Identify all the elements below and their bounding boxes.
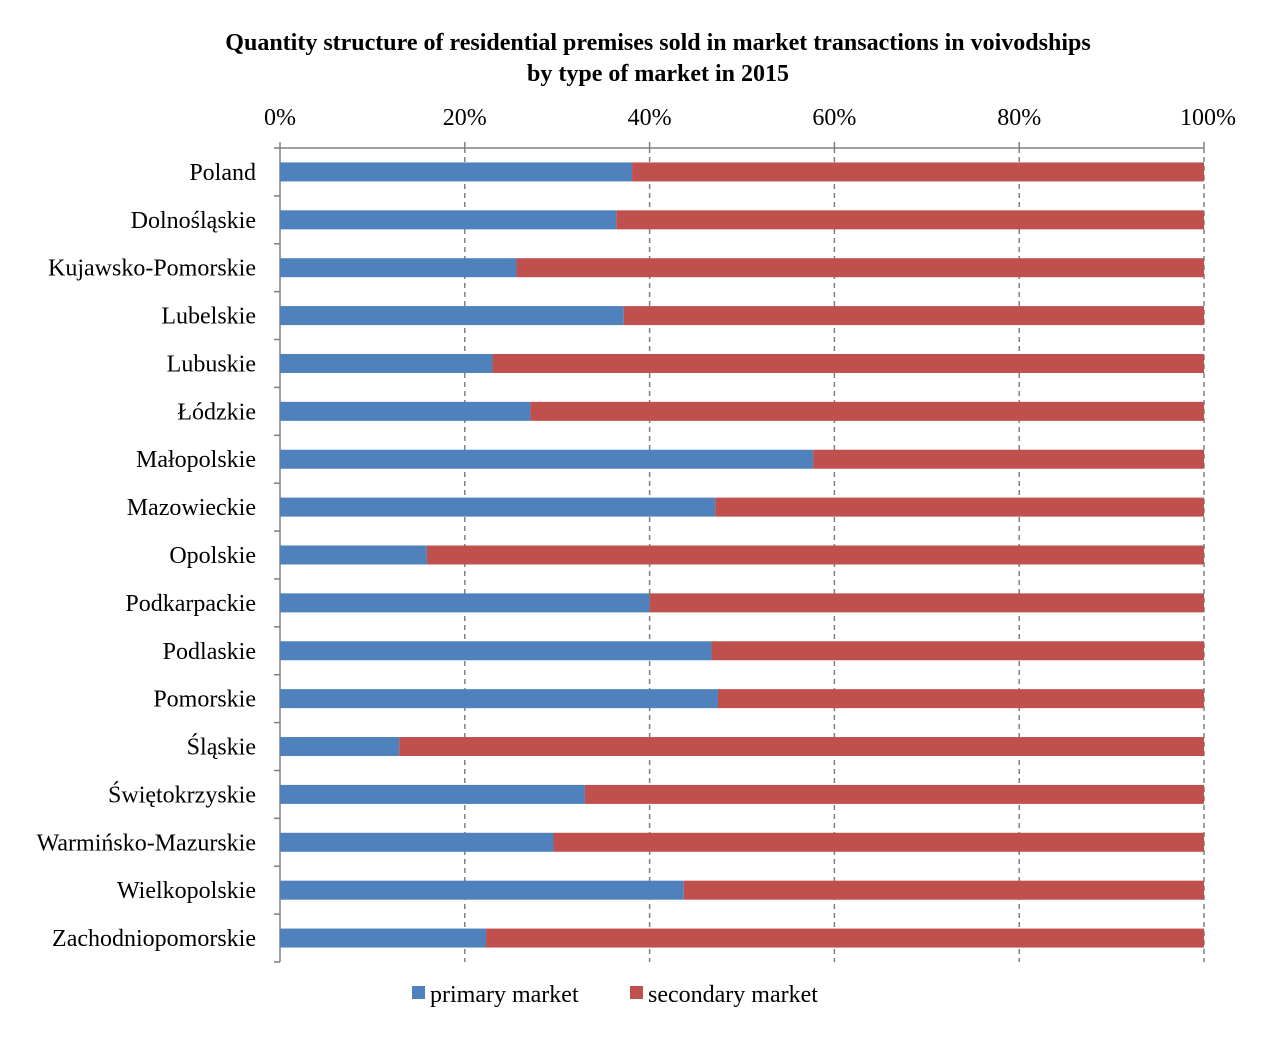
bar-primary-market [280, 784, 585, 804]
category-label: Śląskie [187, 734, 256, 761]
category-label: Podlaskie [163, 639, 256, 665]
legend-label-primary: primary market [430, 982, 579, 1008]
x-tick-label: 80% [997, 105, 1041, 131]
bar-primary-market [280, 593, 650, 613]
bar-primary-market [280, 545, 427, 565]
bar-primary-market [280, 689, 718, 709]
x-tick-label: 20% [443, 105, 487, 131]
category-label: Lubuskie [167, 351, 256, 377]
bar-primary-market [280, 497, 716, 517]
bar-secondary-market [717, 689, 1204, 709]
bar-secondary-market [813, 449, 1204, 469]
bar-secondary-market [715, 497, 1204, 517]
category-label: Łódzkie [177, 399, 256, 425]
bar-primary-market [280, 449, 814, 469]
category-label: Poland [189, 160, 256, 186]
category-label: Lubelskie [161, 304, 256, 330]
category-label: Warmińsko-Mazurskie [37, 830, 256, 856]
legend: primary market secondary market [412, 982, 818, 1008]
bar-secondary-market [486, 928, 1204, 948]
bar-primary-market [280, 162, 633, 182]
bar-primary-market [280, 832, 554, 852]
bar-secondary-market [584, 784, 1204, 804]
bar-primary-market [280, 737, 400, 757]
category-label: Mazowieckie [127, 495, 256, 521]
x-tick-label: 100% [1180, 105, 1236, 131]
category-label: Wielkopolskie [117, 878, 256, 904]
bar-secondary-market [632, 162, 1204, 182]
bar-secondary-market [649, 593, 1204, 613]
category-label: Małopolskie [136, 447, 256, 473]
category-label: Opolskie [169, 543, 256, 569]
category-label: Kujawsko-Pomorskie [48, 256, 256, 282]
bar-secondary-market [426, 545, 1204, 565]
bar-secondary-market [516, 258, 1204, 278]
category-label: Podkarpackie [125, 591, 256, 617]
x-tick-label: 40% [628, 105, 672, 131]
bar-secondary-market [492, 353, 1204, 373]
legend-swatch-primary [412, 986, 425, 999]
bar-primary-market [280, 210, 617, 230]
bar-primary-market [280, 353, 493, 373]
bar-primary-market [280, 641, 712, 661]
chart-title: Quantity structure of residential premis… [225, 30, 1090, 56]
category-label: Pomorskie [153, 687, 256, 713]
chart-subtitle: by type of market in 2015 [527, 61, 789, 87]
category-label: Dolnośląskie [131, 208, 256, 234]
bar-secondary-market [623, 306, 1204, 326]
bar-secondary-market [530, 401, 1204, 421]
category-label: Świętokrzyskie [108, 781, 256, 808]
bar-primary-market [280, 401, 531, 421]
bar-secondary-market [553, 832, 1204, 852]
bar-secondary-market [616, 210, 1204, 230]
bar-secondary-market [711, 641, 1204, 661]
legend-swatch-secondary [630, 986, 643, 999]
bar-secondary-market [683, 880, 1204, 900]
bar-primary-market [280, 880, 684, 900]
category-label: Zachodniopomorskie [52, 926, 256, 952]
x-tick-label: 0% [264, 105, 296, 131]
bar-primary-market [280, 258, 517, 278]
bar-secondary-market [399, 737, 1204, 757]
category-labels: Poland Dolnośląskie Kujawsko-Pomorskie Lube… [37, 160, 256, 952]
x-tick-label: 60% [812, 105, 856, 131]
bar-primary-market [280, 928, 487, 948]
x-tick-labels: 0% 20% 40% 60% 80% 100% [264, 105, 1236, 131]
legend-label-secondary: secondary market [648, 982, 818, 1008]
bars [280, 162, 1204, 948]
bar-primary-market [280, 306, 624, 326]
